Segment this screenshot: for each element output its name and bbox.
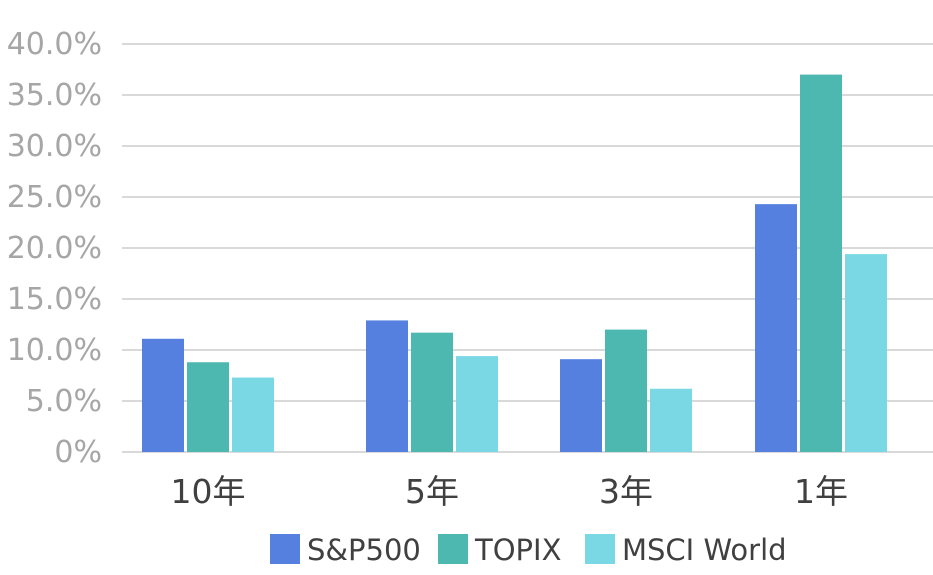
bar	[142, 338, 184, 452]
legend: S&P500 TOPIX MSCI World	[270, 533, 787, 567]
legend-label: MSCI World	[622, 533, 787, 567]
bar	[187, 362, 229, 452]
x-axis-ticks: 10年 5年 3年 1年	[171, 472, 849, 511]
legend-label: TOPIX	[474, 533, 561, 567]
y-tick-label: 15.0%	[7, 282, 102, 317]
bars	[142, 74, 887, 452]
legend-label: S&P500	[307, 533, 421, 567]
y-tick-label: 25.0%	[7, 180, 102, 215]
bar	[456, 356, 498, 452]
legend-swatch	[438, 534, 468, 564]
y-axis-ticks: 0% 5.0% 10.0% 15.0% 20.0% 25.0% 30.0% 35.0% 40.0…	[7, 27, 102, 470]
y-tick-label: 5.0%	[26, 384, 102, 419]
bar	[232, 377, 274, 452]
y-tick-label: 10.0%	[7, 333, 102, 368]
bar	[650, 388, 692, 452]
x-tick-label: 10年	[171, 472, 246, 511]
y-tick-label: 20.0%	[7, 231, 102, 266]
y-tick-label: 35.0%	[7, 78, 102, 113]
x-tick-label: 5年	[405, 472, 459, 511]
bar	[411, 332, 453, 452]
legend-swatch	[585, 534, 615, 564]
y-tick-label: 30.0%	[7, 129, 102, 164]
y-tick-label: 0%	[54, 435, 102, 470]
x-tick-label: 3年	[599, 472, 653, 511]
bar	[605, 329, 647, 452]
bar	[755, 204, 797, 452]
bar	[560, 359, 602, 452]
x-tick-label: 1年	[794, 472, 848, 511]
legend-swatch	[270, 534, 300, 564]
bar	[800, 74, 842, 452]
bar	[366, 320, 408, 452]
y-tick-label: 40.0%	[7, 27, 102, 62]
bar	[845, 254, 887, 452]
